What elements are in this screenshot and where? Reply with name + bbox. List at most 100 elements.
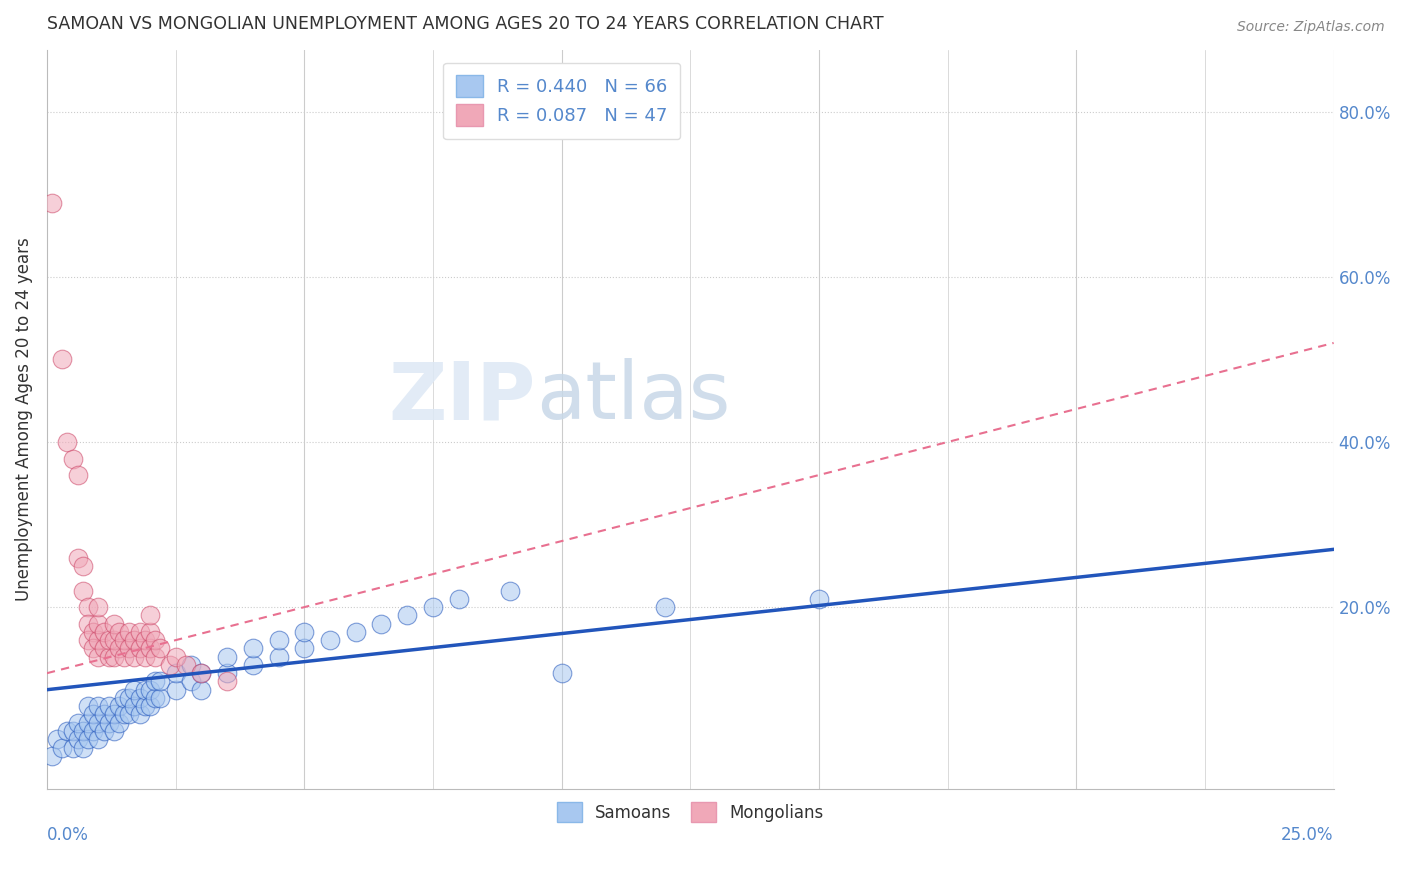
Point [143,690,166,705]
Text: ZIP: ZIP [388,359,536,436]
Point [108,699,131,714]
Point [82,723,104,738]
Point [51,352,73,367]
Point [93,641,115,656]
Point [118,690,141,705]
Point [87,715,110,730]
Point [77,633,100,648]
Point [190,682,212,697]
Text: 25.0%: 25.0% [1281,826,1334,844]
Point [93,707,115,722]
Point [215,674,238,689]
Point [134,633,156,648]
Point [165,649,187,664]
Point [62,451,84,466]
Point [319,633,342,648]
Point [180,674,202,689]
Point [267,649,290,664]
Point [112,690,135,705]
Point [62,740,84,755]
Point [134,699,156,714]
Point [499,583,522,598]
Point [72,558,94,573]
Text: SAMOAN VS MONGOLIAN UNEMPLOYMENT AMONG AGES 20 TO 24 YEARS CORRELATION CHART: SAMOAN VS MONGOLIAN UNEMPLOYMENT AMONG A… [46,15,883,33]
Point [165,682,187,697]
Point [77,715,100,730]
Point [396,608,419,623]
Point [87,699,110,714]
Point [124,633,146,648]
Legend: Samoans, Mongolians: Samoans, Mongolians [547,792,834,832]
Point [370,616,392,631]
Point [41,748,63,763]
Point [87,616,110,631]
Point [550,666,572,681]
Point [62,723,84,738]
Point [41,195,63,210]
Point [134,682,156,697]
Point [242,641,264,656]
Point [112,707,135,722]
Point [103,633,125,648]
Point [149,690,172,705]
Point [72,740,94,755]
Point [87,649,110,664]
Point [159,657,181,672]
Point [134,649,156,664]
Point [97,649,120,664]
Point [143,649,166,664]
Point [447,591,470,606]
Text: 0.0%: 0.0% [46,826,89,844]
Point [97,715,120,730]
Point [112,633,135,648]
Point [46,732,69,747]
Point [215,666,238,681]
Point [77,732,100,747]
Point [118,624,141,639]
Point [344,624,367,639]
Point [422,600,444,615]
Point [118,707,141,722]
Text: atlas: atlas [536,359,730,436]
Point [103,707,125,722]
Point [174,657,197,672]
Point [77,699,100,714]
Point [66,550,89,565]
Point [143,674,166,689]
Point [66,732,89,747]
Point [128,707,150,722]
Point [190,666,212,681]
Point [72,583,94,598]
Point [51,740,73,755]
Point [124,682,146,697]
Point [108,624,131,639]
Point [87,633,110,648]
Text: Source: ZipAtlas.com: Source: ZipAtlas.com [1237,20,1385,34]
Point [66,468,89,483]
Point [149,641,172,656]
Point [118,641,141,656]
Point [82,624,104,639]
Point [56,723,79,738]
Point [139,608,162,623]
Point [139,699,162,714]
Point [242,657,264,672]
Point [143,633,166,648]
Point [190,666,212,681]
Point [82,641,104,656]
Point [93,624,115,639]
Point [87,600,110,615]
Point [77,616,100,631]
Point [267,633,290,648]
Y-axis label: Unemployment Among Ages 20 to 24 years: Unemployment Among Ages 20 to 24 years [15,237,32,601]
Point [139,624,162,639]
Point [72,723,94,738]
Point [165,666,187,681]
Point [124,649,146,664]
Point [139,682,162,697]
Point [128,624,150,639]
Point [128,641,150,656]
Point [149,674,172,689]
Point [103,616,125,631]
Point [139,641,162,656]
